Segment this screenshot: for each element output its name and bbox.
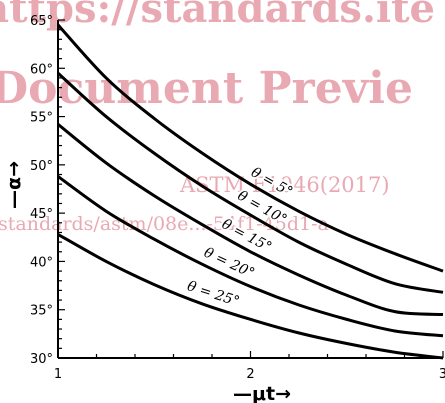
series-label-5: θ = 25° <box>185 278 241 310</box>
ticks: 30° 35° 40° 45° 50° 55° 60° 65° 1 2 3 <box>30 14 445 382</box>
y-tick-label: 65° <box>30 14 53 29</box>
x-tick-label: 2 <box>246 367 254 382</box>
x-axis-label: —μt→ <box>233 383 291 403</box>
watermark-line-4: standards/astm/08e...-54f1-45d1-a <box>0 213 329 235</box>
y-tick-label: 35° <box>30 304 53 319</box>
curves <box>56 23 444 360</box>
y-tick-label: 55° <box>30 111 53 126</box>
y-tick-label: 60° <box>30 62 53 77</box>
y-tick-label: 45° <box>30 207 53 222</box>
x-tick-label: 1 <box>54 367 62 382</box>
watermark-line-2: Document Previe <box>0 63 413 114</box>
series-line-3 <box>57 123 444 317</box>
x-tick-label: 3 <box>439 367 445 382</box>
series-line-2 <box>56 71 444 294</box>
series-line-5 <box>57 233 444 360</box>
y-axis-label: —α→ <box>3 161 25 209</box>
y-tick-label: 50° <box>30 159 53 174</box>
watermark: https://standards.ite Document Previe AS… <box>0 0 435 235</box>
series-line-4 <box>57 175 444 338</box>
y-tick-label: 40° <box>30 255 53 270</box>
watermark-line-1: https://standards.ite <box>0 0 435 32</box>
y-tick-label: 30° <box>30 352 53 367</box>
series-line-1 <box>56 23 444 273</box>
